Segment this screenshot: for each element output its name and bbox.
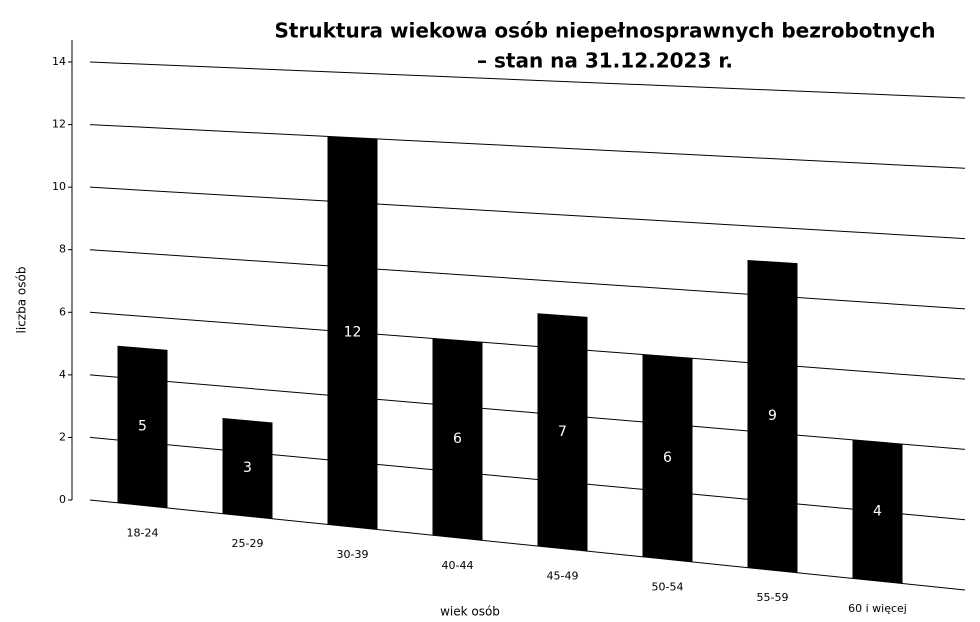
y-tick-label: 8	[59, 243, 66, 256]
y-tick-label: 14	[52, 55, 66, 68]
value-label: 12	[344, 324, 362, 340]
value-label: 6	[453, 431, 462, 447]
chart-subtitle: – stan na 31.12.2023 r.	[477, 49, 733, 73]
grid-line	[89, 124, 966, 169]
value-label: 6	[663, 450, 672, 466]
bar	[852, 439, 903, 584]
value-label: 4	[873, 503, 882, 519]
y-tick-label: 2	[59, 430, 66, 443]
bar	[117, 345, 168, 508]
x-tick-label: 25-29	[232, 537, 264, 550]
x-tick-label: 45-49	[547, 570, 579, 583]
bar	[222, 418, 273, 519]
y-tick-label: 4	[59, 368, 66, 381]
bar	[432, 338, 483, 541]
y-tick-label: 6	[59, 305, 66, 318]
y-tick-label: 10	[52, 180, 66, 193]
x-axis-label: wiek osób	[440, 605, 500, 619]
bar	[747, 259, 798, 573]
bar	[327, 136, 378, 530]
grid-line	[89, 249, 966, 310]
grid-line	[89, 374, 966, 450]
grid-line	[89, 186, 966, 240]
grid-line	[89, 499, 966, 591]
chart-title: Struktura wiekowa osób niepełnosprawnych…	[275, 19, 936, 43]
value-label: 9	[768, 408, 777, 424]
grid-line	[89, 436, 966, 521]
value-label: 7	[558, 424, 567, 440]
y-axis-label: liczba osób	[15, 267, 29, 334]
grid-line	[89, 311, 966, 380]
grid-line	[89, 61, 966, 99]
bar	[537, 313, 588, 552]
y-tick-label: 12	[52, 118, 66, 131]
x-tick-label: 18-24	[127, 526, 159, 539]
x-tick-label: 60 i więcej	[848, 602, 907, 615]
y-tick-label: 0	[59, 493, 66, 506]
value-label: 3	[243, 460, 252, 476]
bar	[642, 354, 693, 562]
x-tick-label: 40-44	[442, 559, 474, 572]
value-label: 5	[138, 419, 147, 435]
x-tick-label: 30-39	[337, 548, 369, 561]
x-tick-label: 50-54	[652, 580, 684, 593]
x-tick-label: 55-59	[757, 591, 789, 604]
